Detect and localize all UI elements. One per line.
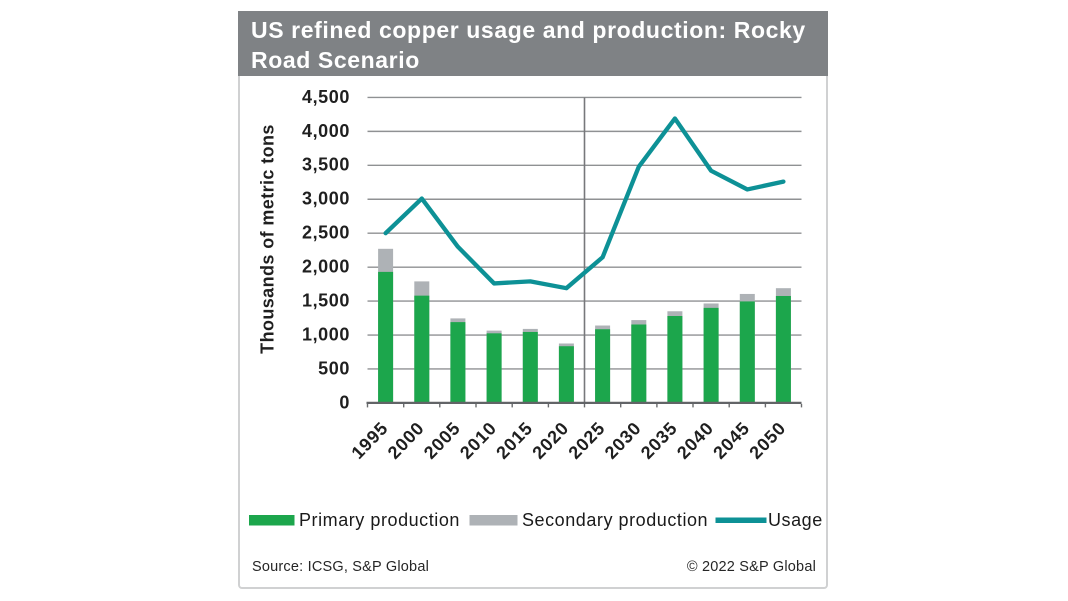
svg-text:2035: 2035: [637, 418, 681, 463]
svg-text:Source: ICSG, S&P Global: Source: ICSG, S&P Global: [252, 559, 429, 575]
svg-text:0: 0: [339, 392, 350, 412]
svg-text:2010: 2010: [456, 418, 500, 463]
svg-text:2015: 2015: [492, 418, 536, 463]
svg-text:500: 500: [318, 358, 350, 378]
svg-text:2020: 2020: [528, 418, 572, 463]
svg-text:2030: 2030: [601, 418, 645, 463]
svg-text:2,500: 2,500: [302, 223, 350, 243]
svg-text:Secondary production: Secondary production: [522, 510, 708, 530]
svg-text:2005: 2005: [420, 418, 464, 463]
svg-text:2,000: 2,000: [302, 257, 350, 277]
svg-text:3,000: 3,000: [302, 189, 350, 209]
svg-text:Usage: Usage: [768, 510, 823, 530]
svg-text:2000: 2000: [384, 418, 428, 463]
svg-text:2050: 2050: [745, 418, 789, 463]
svg-text:4,500: 4,500: [302, 87, 350, 107]
svg-text:1995: 1995: [348, 418, 392, 463]
svg-text:2045: 2045: [709, 418, 753, 463]
svg-text:Primary production: Primary production: [299, 510, 460, 530]
svg-text:1,000: 1,000: [302, 324, 350, 344]
svg-text:3,500: 3,500: [302, 155, 350, 175]
svg-text:Thousands of metric tons: Thousands of metric tons: [258, 124, 278, 354]
svg-text:© 2022 S&P Global: © 2022 S&P Global: [687, 559, 816, 575]
svg-text:4,000: 4,000: [302, 121, 350, 141]
svg-text:1,500: 1,500: [302, 291, 350, 311]
svg-text:2025: 2025: [565, 418, 609, 463]
svg-text:2040: 2040: [673, 418, 717, 463]
